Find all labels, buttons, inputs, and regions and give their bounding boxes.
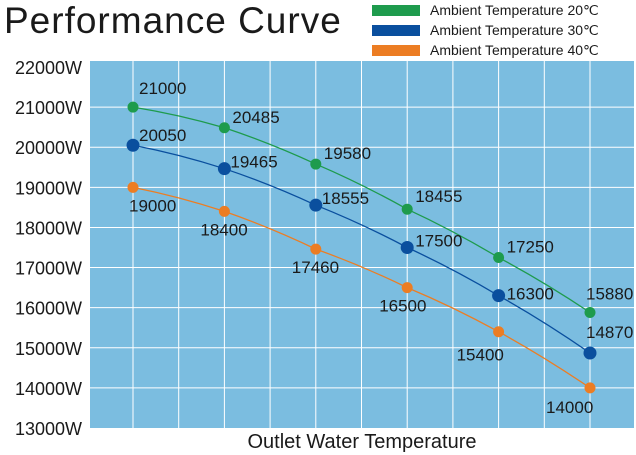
data-point — [309, 198, 323, 212]
y-tick-label: 21000W — [15, 98, 82, 118]
data-point — [400, 241, 414, 254]
data-label: 19000 — [129, 196, 176, 215]
data-label: 19465 — [230, 153, 277, 172]
data-label: 16300 — [507, 285, 554, 304]
data-point — [401, 282, 413, 294]
chart-title: Performance Curve — [4, 0, 342, 41]
data-point — [218, 205, 230, 217]
data-label: 14870 — [586, 323, 633, 342]
data-label: 15400 — [457, 346, 504, 365]
data-label: 21000 — [139, 79, 186, 98]
data-point — [493, 252, 505, 264]
data-point — [584, 382, 596, 394]
data-label: 17250 — [507, 238, 554, 257]
data-point — [126, 138, 140, 152]
legend-swatch-40c — [372, 44, 420, 56]
data-label: 17500 — [415, 232, 462, 251]
data-point — [493, 326, 505, 338]
x-axis-label: Outlet Water Temperature — [247, 431, 477, 453]
series-line — [132, 186, 591, 389]
y-tick-label: 19000W — [15, 178, 82, 198]
y-tick-label: 14000W — [15, 379, 82, 399]
data-label: 17460 — [292, 258, 339, 277]
legend: Ambient Temperature 20℃ Ambient Temperat… — [372, 0, 634, 60]
legend-swatch-30c — [372, 24, 420, 36]
legend-item-20c: Ambient Temperature 20℃ — [372, 0, 634, 20]
y-tick-label: 16000W — [15, 299, 82, 319]
data-point — [583, 346, 597, 360]
legend-item-30c: Ambient Temperature 30℃ — [372, 20, 634, 40]
y-tick-label: 20000W — [15, 138, 82, 158]
legend-label-40c: Ambient Temperature 40℃ — [430, 41, 599, 58]
data-point — [584, 306, 596, 318]
data-point — [401, 203, 413, 215]
data-point — [218, 122, 230, 134]
legend-item-40c: Ambient Temperature 40℃ — [372, 40, 634, 60]
y-tick-label: 17000W — [15, 259, 82, 279]
data-label: 16500 — [379, 297, 426, 316]
data-point — [127, 101, 139, 113]
legend-label-20c: Ambient Temperature 20℃ — [430, 1, 599, 18]
data-label: 20050 — [139, 126, 186, 145]
data-point — [127, 181, 139, 193]
data-label: 20485 — [232, 108, 279, 127]
data-label: 14000 — [546, 398, 593, 417]
y-tick-label: 15000W — [15, 339, 82, 359]
data-point — [492, 289, 506, 303]
data-point — [310, 158, 322, 170]
data-point — [217, 162, 231, 176]
data-label: 18400 — [200, 220, 247, 239]
data-label: 15880 — [586, 284, 633, 303]
data-label: 18555 — [322, 189, 369, 208]
legend-label-30c: Ambient Temperature 30℃ — [430, 21, 599, 38]
data-label: 18455 — [415, 187, 462, 206]
y-tick-label: 18000W — [15, 218, 82, 238]
y-tick-label: 13000W — [15, 419, 82, 439]
y-tick-label: 22000W — [15, 58, 82, 78]
data-point — [310, 243, 322, 255]
data-label: 19580 — [324, 144, 371, 163]
legend-swatch-20c — [372, 4, 420, 16]
